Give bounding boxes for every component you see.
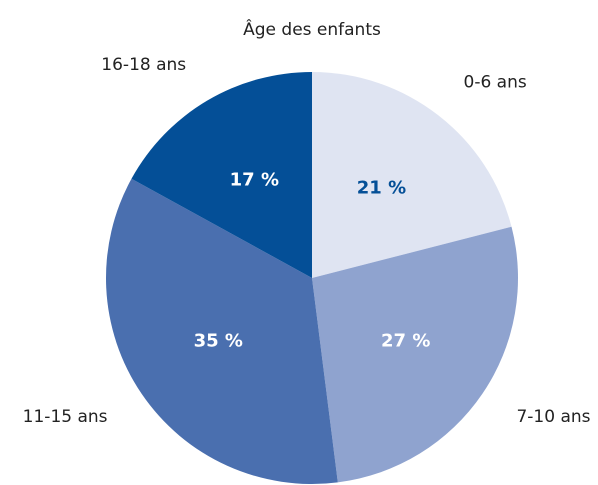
data-label: 21 % xyxy=(357,177,406,198)
data-label: 35 % xyxy=(194,331,243,352)
chart-title: Âge des enfants xyxy=(243,18,381,40)
pie-slice xyxy=(105,178,338,485)
category-label: 11-15 ans xyxy=(23,407,108,427)
pie-slice xyxy=(312,72,512,278)
data-label: 17 % xyxy=(230,169,279,190)
category-label: 0-6 ans xyxy=(464,73,527,93)
pie-slice xyxy=(131,72,312,278)
data-label: 27 % xyxy=(381,331,430,352)
category-label: 16-18 ans xyxy=(101,55,186,75)
category-label: 7-10 ans xyxy=(516,407,590,427)
pie-slice xyxy=(312,226,518,483)
